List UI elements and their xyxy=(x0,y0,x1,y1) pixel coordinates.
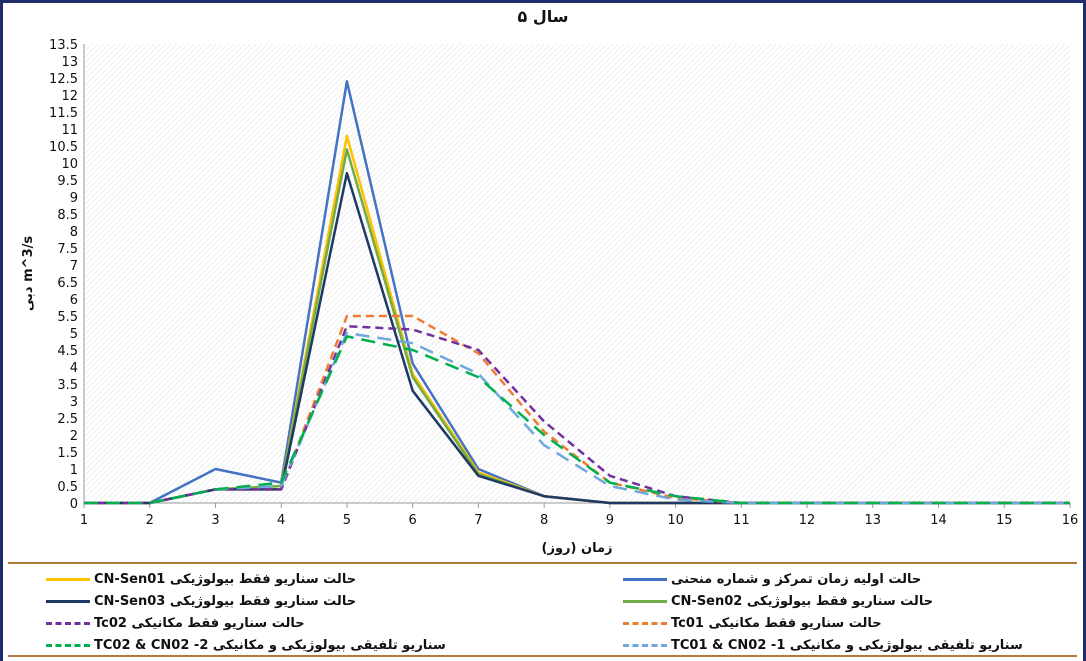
y-axis: 00.511.522.533.544.555.566.577.588.599.5… xyxy=(49,38,85,512)
y-axis-label: دبی m^3/s xyxy=(21,236,36,311)
legend-item-5: حالت سناریو فقط مکانیکی Tc01 xyxy=(623,612,882,634)
x-axis-label: زمان (روز) xyxy=(542,541,613,556)
x-tick-label: 13 xyxy=(865,513,882,528)
legend-item-2: حالت سناریو فقط بیولوژیکی CN-Sen01 xyxy=(46,568,356,590)
legend-item-8: سناریو تلفیقی بیولوژیکی و مکانیکی 2- TC0… xyxy=(46,634,446,656)
y-tick-label: 8 xyxy=(70,225,78,240)
legend-item-4: حالت سناریو فقط بیولوژیکی CN-Sen03 xyxy=(46,590,356,612)
x-tick-label: 3 xyxy=(211,513,219,528)
y-tick-label: 9 xyxy=(70,191,78,206)
x-tick-label: 15 xyxy=(996,513,1013,528)
y-tick-label: 11.5 xyxy=(49,106,78,121)
x-tick-label: 1 xyxy=(80,513,88,528)
y-tick-label: 12 xyxy=(61,89,78,104)
legend-label: سناریو تلفیقی بیولوژیکی و مکانیکی 2- TC0… xyxy=(94,637,446,653)
legend-swatch xyxy=(46,577,90,581)
x-tick-label: 2 xyxy=(146,513,154,528)
series-lines xyxy=(84,80,1070,505)
y-tick-label: 7 xyxy=(70,259,78,274)
y-tick-label: 2.5 xyxy=(57,412,78,427)
x-tick-label: 10 xyxy=(667,513,684,528)
y-tick-label: 5.5 xyxy=(57,310,78,325)
y-tick-label: 1.5 xyxy=(57,446,78,461)
x-tick-label: 7 xyxy=(474,513,482,528)
legend-swatch xyxy=(623,621,667,625)
x-tick-label: 16 xyxy=(1062,513,1079,528)
y-tick-label: 4 xyxy=(70,361,78,376)
legend-item-6: حالت سناریو فقط مکانیکی Tc02 xyxy=(46,612,305,634)
series-line-8 xyxy=(84,335,1070,505)
y-tick-label: 8.5 xyxy=(57,208,78,223)
legend-swatch xyxy=(623,643,667,647)
y-tick-label: 10 xyxy=(61,157,78,172)
y-tick-label: 13 xyxy=(61,55,78,70)
legend-swatch xyxy=(623,599,667,603)
legend-label: سناریو تلفیقی بیولوژیکی و مکانیکی 1- TC0… xyxy=(671,637,1023,653)
x-tick-label: 5 xyxy=(343,513,351,528)
y-tick-label: 10.5 xyxy=(49,140,78,155)
legend-label: حالت اولیه زمان تمرکز و شماره منحنی xyxy=(671,571,922,587)
plot-area xyxy=(84,44,1070,503)
legend: حالت اولیه زمان تمرکز و شماره منحنی حالت … xyxy=(8,562,1077,657)
legend-item-3: حالت سناریو فقط بیولوژیکی CN-Sen02 xyxy=(623,590,933,612)
series-line-7 xyxy=(84,331,1070,505)
legend-item-1: حالت اولیه زمان تمرکز و شماره منحنی xyxy=(623,568,921,590)
legend-label: حالت سناریو فقط بیولوژیکی CN-Sen03 xyxy=(94,593,357,609)
y-tick-label: 13.5 xyxy=(49,38,78,53)
y-tick-label: 6 xyxy=(70,293,78,308)
legend-swatch xyxy=(46,643,90,647)
legend-item-7: سناریو تلفیقی بیولوژیکی و مکانیکی 1- TC0… xyxy=(623,634,1023,656)
legend-label: حالت سناریو فقط مکانیکی Tc02 xyxy=(94,615,305,631)
legend-swatch xyxy=(46,621,90,625)
y-tick-label: 11 xyxy=(61,123,78,138)
x-tick-label: 9 xyxy=(606,513,614,528)
legend-label: حالت سناریو فقط مکانیکی Tc01 xyxy=(671,615,882,631)
y-tick-label: 0 xyxy=(70,497,78,512)
y-tick-label: 2 xyxy=(70,429,78,444)
x-tick-label: 6 xyxy=(409,513,417,528)
chart-svg: ۵ سال دبی m^3/s زمان (روز) 00.511.522.53… xyxy=(21,7,1079,556)
x-tick-label: 4 xyxy=(277,513,285,528)
legend-swatch xyxy=(623,577,667,581)
x-tick-label: 8 xyxy=(540,513,548,528)
y-tick-label: 1 xyxy=(70,463,78,478)
y-tick-label: 9.5 xyxy=(57,174,78,189)
y-tick-label: 5 xyxy=(70,327,78,342)
x-tick-label: 11 xyxy=(733,513,750,528)
legend-label: حالت سناریو فقط بیولوژیکی CN-Sen01 xyxy=(94,571,357,587)
x-axis: 1 2 3 4 5 6 7 8 9 10 11 12 13 14 15 16 xyxy=(80,502,1079,528)
legend-swatch xyxy=(46,599,90,603)
chart-title: ۵ سال xyxy=(518,7,569,26)
legend-label: حالت سناریو فقط بیولوژیکی CN-Sen02 xyxy=(671,593,934,609)
x-tick-label: 12 xyxy=(799,513,816,528)
y-tick-label: 3 xyxy=(70,395,78,410)
y-tick-label: 6.5 xyxy=(57,276,78,291)
y-tick-label: 3.5 xyxy=(57,378,78,393)
x-tick-label: 14 xyxy=(930,513,947,528)
y-tick-label: 7.5 xyxy=(57,242,78,257)
y-tick-label: 4.5 xyxy=(57,344,78,359)
y-tick-label: 12.5 xyxy=(49,72,78,87)
y-tick-label: 0.5 xyxy=(57,480,78,495)
